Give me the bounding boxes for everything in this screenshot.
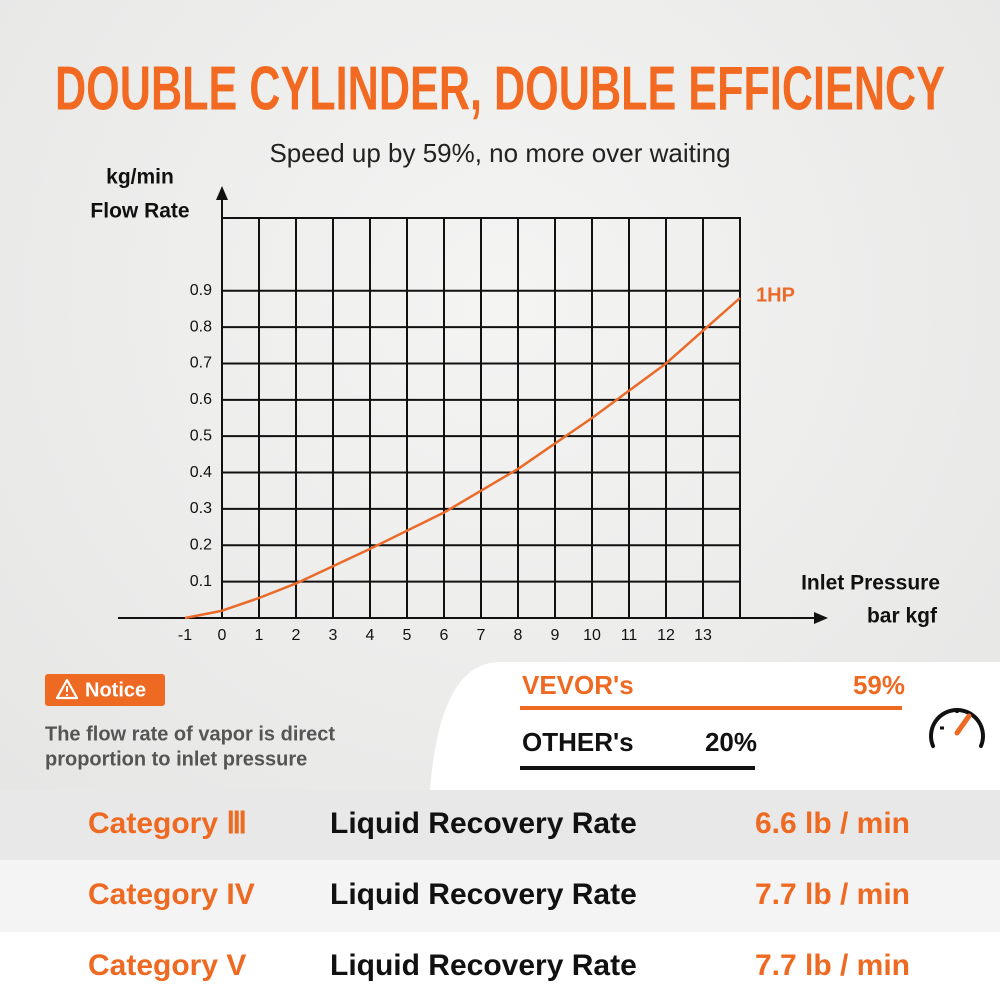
x-tick-label: 6 [440,627,449,644]
table-row [0,790,1000,860]
chart: 0.10.20.30.40.50.60.70.80.9-1 0 1 2 3 4 5 6 7 8 9 1… [90,166,940,645]
table-row [0,932,1000,991]
y-tick-label: 0.7 [190,355,212,372]
table-row [0,860,1000,932]
y-tick-label: 0.8 [190,318,212,335]
x-axis-arrow [814,612,828,624]
comparison-value: 20% [705,727,757,757]
comparison-name: VEVOR's [522,670,634,700]
x-axis-label: Inlet Pressure [801,572,940,595]
metric: Liquid Recovery Rate [330,949,637,982]
rate: 6.6 lb / min [755,807,910,840]
y-tick-label: 0.2 [190,536,212,553]
x-axis-unit: bar kgf [867,605,938,628]
rate: 7.7 lb / min [755,878,910,911]
y-tick-label: 0.3 [190,500,212,517]
category: Category IV [88,878,255,911]
x-tick-label: 4 [366,627,375,644]
x-tick-label: 10 [583,627,601,644]
y-tick-label: 0.5 [190,427,212,444]
x-tick-label: 7 [477,627,486,644]
x-tick-label: 11 [621,627,638,644]
y-tick-label: 0.9 [190,282,212,299]
y-axis-label: Flow Rate [90,200,189,223]
table: Category Ⅲ Liquid Recovery Rate 6.6 lb / m… [88,807,910,982]
x-tick-label: 0 [218,627,227,644]
notice-text: The flow rate of vapor is direct [45,723,335,745]
x-tick-label: 1 [255,627,264,644]
title: DOUBLE CYLINDER, DOUBLE EFFICIENCY [55,54,945,123]
grid-frame [222,217,741,618]
comparison-name: OTHER's [522,727,634,757]
warning-icon [65,693,69,697]
y-axis-arrow [216,186,228,200]
x-tick-label: 13 [694,627,712,644]
y-tick-label: 0.4 [190,464,212,481]
metric: Liquid Recovery Rate [330,807,637,840]
x-tick-label: 5 [403,627,412,644]
y-tick-label: 0.1 [190,573,212,590]
warning-icon [55,678,79,700]
x-tick-label: 8 [514,627,523,644]
metric: Liquid Recovery Rate [330,878,637,911]
x-tick-label: 3 [329,627,338,644]
category: Category Ⅲ [88,807,247,840]
series-line [184,297,741,620]
y-tick-label: 0.6 [190,391,212,408]
x-tick-label: 12 [657,627,675,644]
y-axis-unit: kg/min [106,166,174,189]
notice-label: Notice [85,679,146,701]
x-tick-label: 9 [551,627,560,644]
comparison-value: 59% [853,670,905,700]
gauge-icon [929,708,985,748]
x-tick-label: 2 [292,627,301,644]
notice-text: proportion to inlet pressure [45,748,307,770]
subtitle: Speed up by 59%, no more over waiting [269,138,730,168]
rate: 7.7 lb / min [755,949,910,982]
category: Category V [88,949,246,982]
x-tick-label: -1 [178,627,192,644]
legend-label: 1HP [756,284,795,306]
comparison-panel [430,662,1000,790]
